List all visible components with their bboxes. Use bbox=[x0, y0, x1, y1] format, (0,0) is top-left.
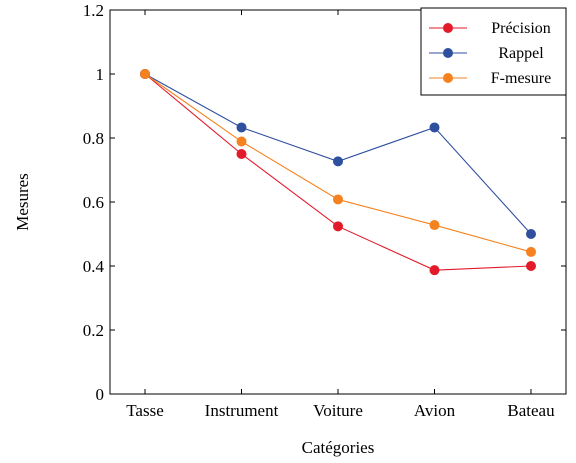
x-axis-label: Catégories bbox=[302, 438, 375, 457]
data-point bbox=[526, 246, 536, 257]
y-axis-ticks: 0 0.2 0.4 0.6 0.8 1 1.2 bbox=[83, 1, 566, 404]
y-tick-label: 0.2 bbox=[83, 321, 104, 340]
y-tick-label: 0.8 bbox=[83, 129, 104, 148]
legend-item: Rappel bbox=[429, 45, 544, 62]
plot-area-frame bbox=[109, 9, 567, 395]
legend-marker bbox=[443, 23, 453, 33]
legend-item: F-mesure bbox=[429, 70, 551, 87]
data-point bbox=[526, 229, 536, 239]
x-tick-label: Tasse bbox=[126, 401, 164, 420]
y-axis-label: Mesures bbox=[13, 173, 32, 231]
x-tick-label: Avion bbox=[414, 401, 456, 420]
legend-item: Précision bbox=[429, 20, 551, 37]
y-tick-label: 1 bbox=[96, 65, 105, 84]
data-point bbox=[236, 149, 247, 159]
data-point bbox=[333, 194, 343, 205]
data-point bbox=[236, 122, 247, 133]
data-point bbox=[236, 136, 247, 147]
legend-marker bbox=[443, 48, 453, 58]
data-point bbox=[333, 221, 343, 232]
x-axis-ticks: Tasse Instrument Voiture Avion Bateau bbox=[126, 10, 555, 420]
data-point bbox=[429, 265, 440, 276]
data-point bbox=[526, 261, 536, 271]
x-tick-label: Bateau bbox=[507, 401, 555, 420]
series-line bbox=[144, 73, 532, 235]
legend-marker bbox=[443, 73, 453, 83]
y-tick-label: 0 bbox=[96, 385, 105, 404]
data-point bbox=[140, 69, 150, 79]
series-3 bbox=[140, 69, 536, 257]
y-tick-label: 0.6 bbox=[83, 193, 104, 212]
data-point bbox=[429, 122, 440, 133]
data-point bbox=[333, 156, 343, 167]
series-layer bbox=[140, 69, 536, 276]
x-tick-label: Instrument bbox=[205, 401, 279, 420]
legend-label: Rappel bbox=[498, 45, 544, 62]
series-1 bbox=[140, 69, 536, 276]
x-tick-label: Voiture bbox=[313, 401, 363, 420]
legend-label: Précision bbox=[491, 20, 551, 37]
legend: Précision Rappel F-mesure bbox=[420, 7, 567, 96]
data-point bbox=[429, 220, 440, 231]
y-tick-label: 1.2 bbox=[83, 1, 104, 20]
series-line bbox=[144, 73, 532, 271]
y-tick-label: 0.4 bbox=[83, 257, 105, 276]
legend-label: F-mesure bbox=[491, 70, 551, 87]
